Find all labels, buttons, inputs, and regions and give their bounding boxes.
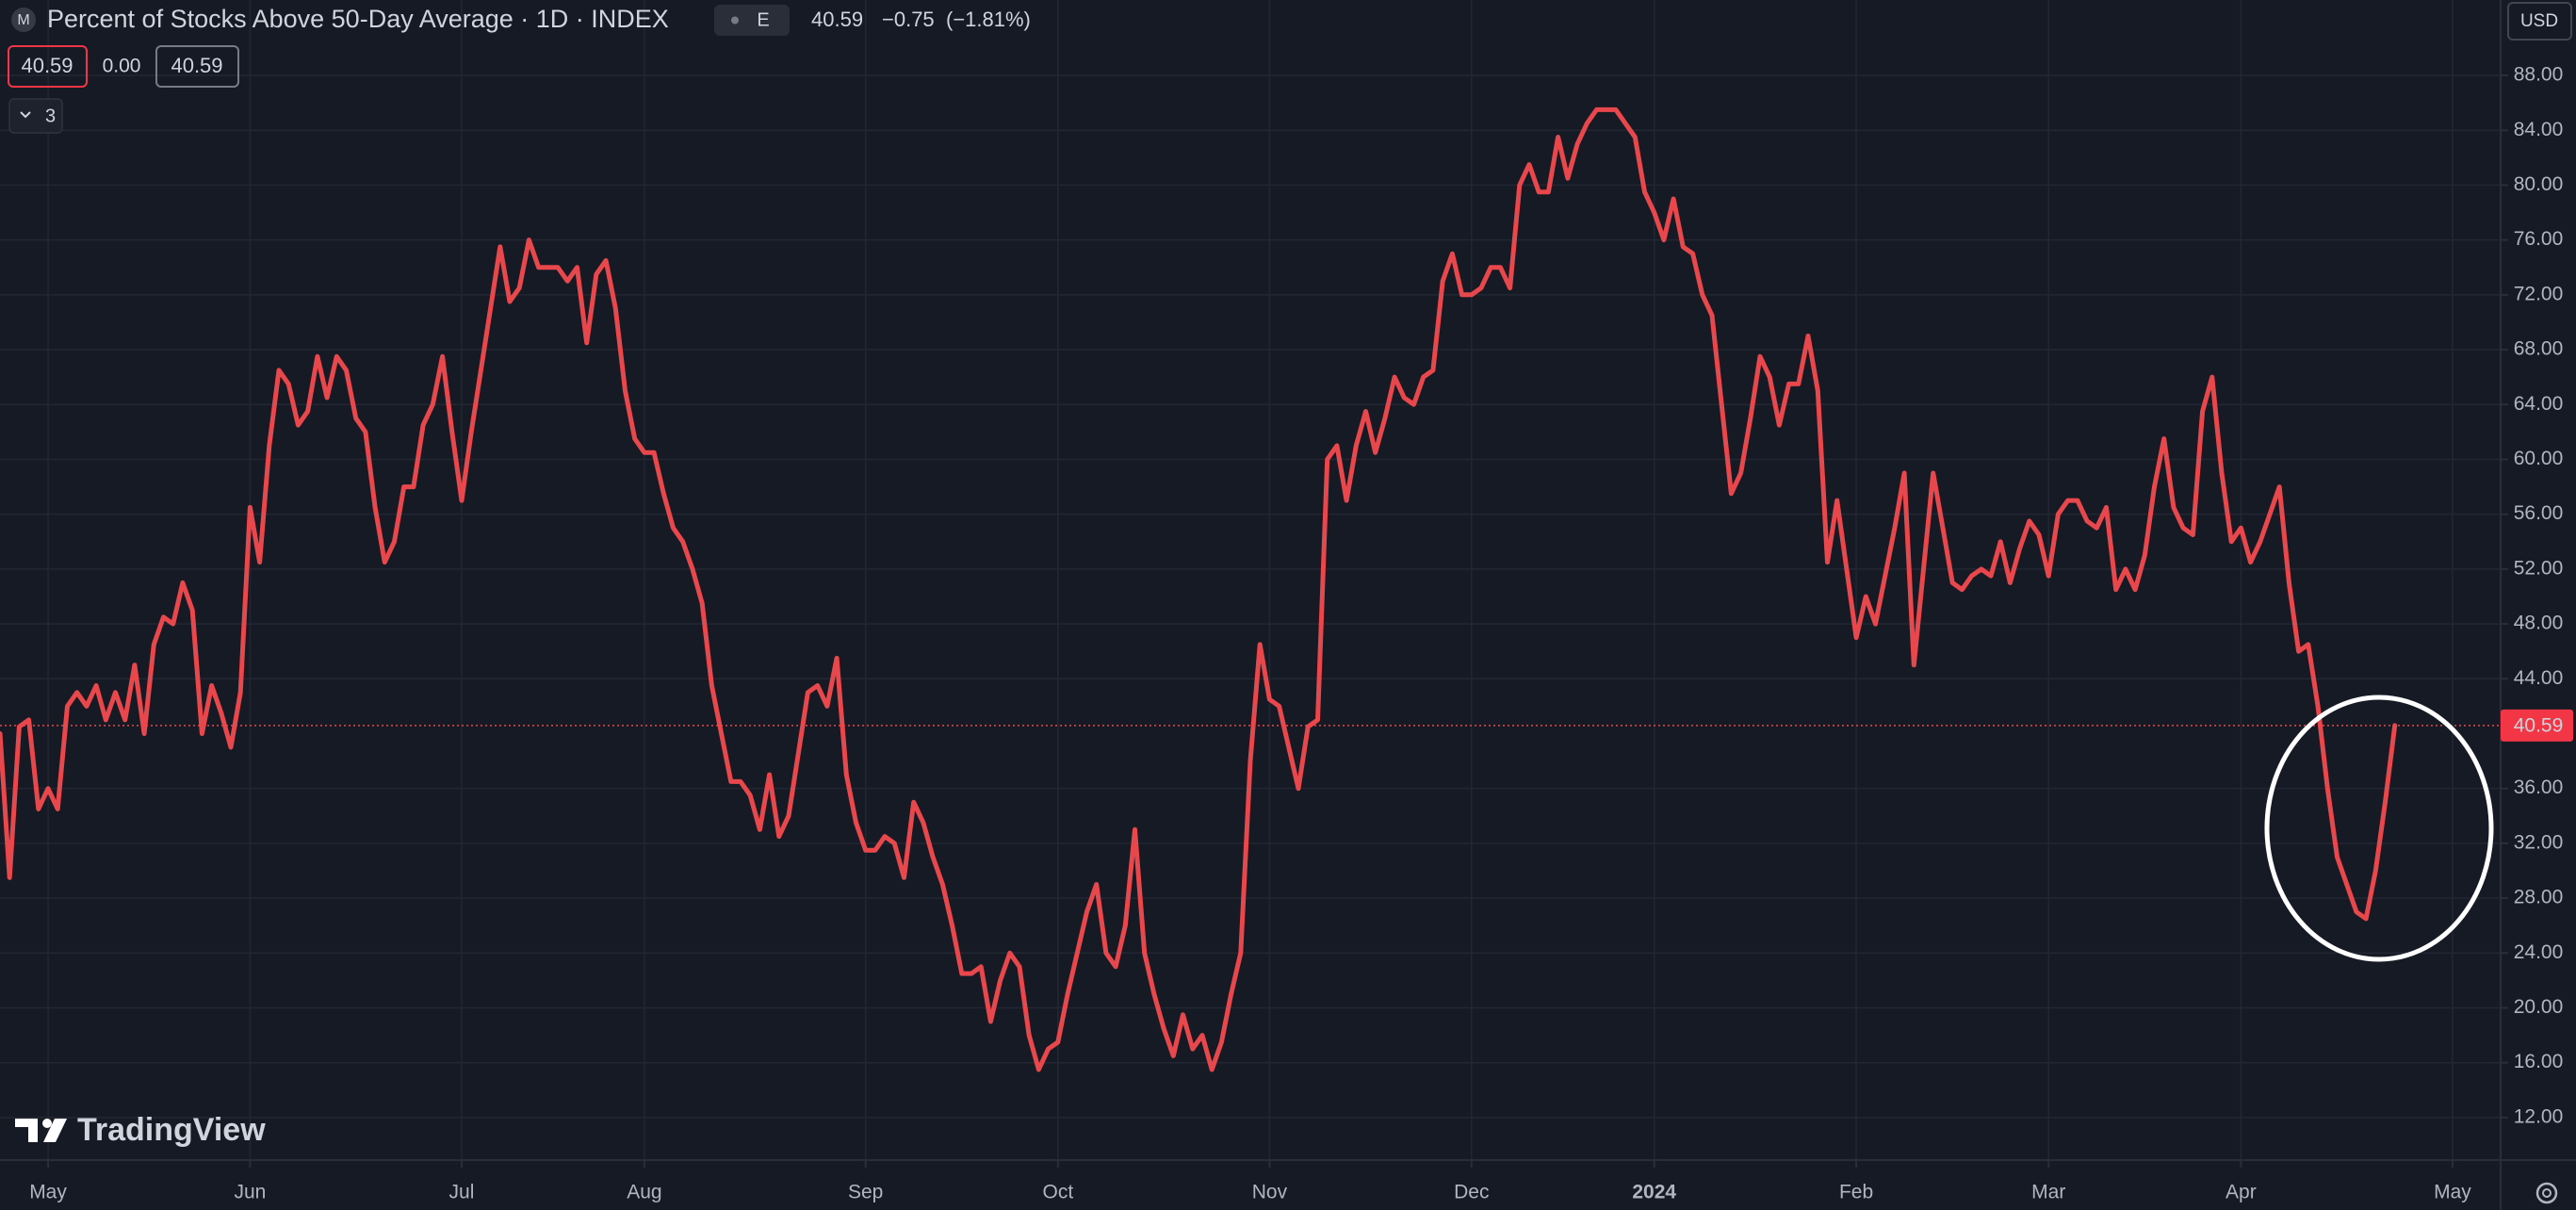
x-tick-label: Nov bbox=[1252, 1182, 1288, 1203]
last-price: 40.59 bbox=[811, 8, 863, 31]
symbol-title[interactable]: Percent of Stocks Above 50-Day Average ·… bbox=[47, 5, 669, 33]
symbol-badge: M bbox=[17, 12, 29, 28]
y-tick-label: 16.00 bbox=[2514, 1051, 2564, 1072]
x-tick-label: Mar bbox=[2031, 1182, 2065, 1203]
bid-box[interactable] bbox=[8, 45, 88, 88]
x-tick-label: Feb bbox=[1839, 1182, 1873, 1203]
settings-icon[interactable] bbox=[2535, 1182, 2558, 1204]
y-tick-label: 32.00 bbox=[2514, 831, 2564, 853]
y-tick-label: 44.00 bbox=[2514, 667, 2564, 689]
gear-center bbox=[2542, 1188, 2552, 1198]
plot-area bbox=[0, 0, 2501, 1160]
x-tick-label: Dec bbox=[1454, 1182, 1489, 1203]
indicators-toggle[interactable] bbox=[8, 98, 63, 134]
ask-box[interactable] bbox=[155, 45, 239, 88]
price-change-pct: (−1.81%) bbox=[946, 8, 1031, 31]
y-tick-label: 52.00 bbox=[2514, 557, 2564, 579]
y-tick-label: 76.00 bbox=[2514, 228, 2564, 250]
gear bbox=[2535, 1182, 2558, 1204]
last-price-tag bbox=[2501, 709, 2573, 742]
status-dot bbox=[731, 16, 739, 25]
y-tick-label: 36.00 bbox=[2514, 777, 2564, 798]
y-tick-label: 60.00 bbox=[2514, 448, 2564, 469]
y-tick-label: 64.00 bbox=[2514, 393, 2564, 415]
x-tick-label: Sep bbox=[848, 1182, 883, 1203]
logo-mark bbox=[15, 1119, 38, 1142]
x-tick-label: Oct bbox=[1043, 1182, 1074, 1203]
spread: 0.00 bbox=[103, 56, 141, 77]
annotation-circle bbox=[2264, 695, 2494, 962]
last-price-label: 40.59 bbox=[2514, 714, 2564, 736]
currency: USD bbox=[2520, 11, 2558, 31]
symbol-icon bbox=[11, 8, 36, 32]
exchange-badge: E bbox=[757, 9, 769, 30]
logo-mark bbox=[43, 1119, 67, 1142]
y-tick-label: 12.00 bbox=[2514, 1105, 2564, 1127]
ask: 40.59 bbox=[171, 54, 222, 77]
y-tick-label: 28.00 bbox=[2514, 887, 2564, 908]
x-tick-label: May bbox=[29, 1182, 67, 1203]
x-tick-label: Apr bbox=[2225, 1182, 2257, 1203]
y-tick-label: 48.00 bbox=[2514, 613, 2564, 634]
y-tick-label: 68.00 bbox=[2514, 338, 2564, 360]
y-tick-label: 72.00 bbox=[2514, 283, 2564, 304]
y-tick-label: 24.00 bbox=[2514, 941, 2564, 963]
y-tick-label: 88.00 bbox=[2514, 64, 2564, 86]
x-tick-label: Jul bbox=[449, 1182, 475, 1203]
price-change: −0.75 bbox=[882, 8, 935, 31]
bid: 40.59 bbox=[21, 54, 73, 77]
y-tick-label: 80.00 bbox=[2514, 173, 2564, 195]
exchange-badge-bg[interactable] bbox=[714, 5, 790, 36]
data-line bbox=[0, 106, 2398, 1072]
x-tick-label: Jun bbox=[234, 1182, 266, 1203]
indicators-count: 3 bbox=[45, 106, 56, 126]
x-tick-label: May bbox=[2434, 1182, 2471, 1203]
x-tick-label: Aug bbox=[627, 1182, 661, 1203]
x-tick-label: 2024 bbox=[1632, 1182, 1676, 1203]
y-tick-label: 56.00 bbox=[2514, 502, 2564, 524]
currency-box[interactable] bbox=[2507, 2, 2572, 41]
y-tick-label: 20.00 bbox=[2514, 996, 2564, 1018]
logo: TradingView bbox=[15, 1112, 266, 1148]
chevron-icon bbox=[20, 111, 31, 119]
y-tick-label: 84.00 bbox=[2514, 119, 2564, 140]
logo-mark bbox=[42, 1119, 52, 1128]
logo-text: TradingView bbox=[77, 1112, 266, 1148]
